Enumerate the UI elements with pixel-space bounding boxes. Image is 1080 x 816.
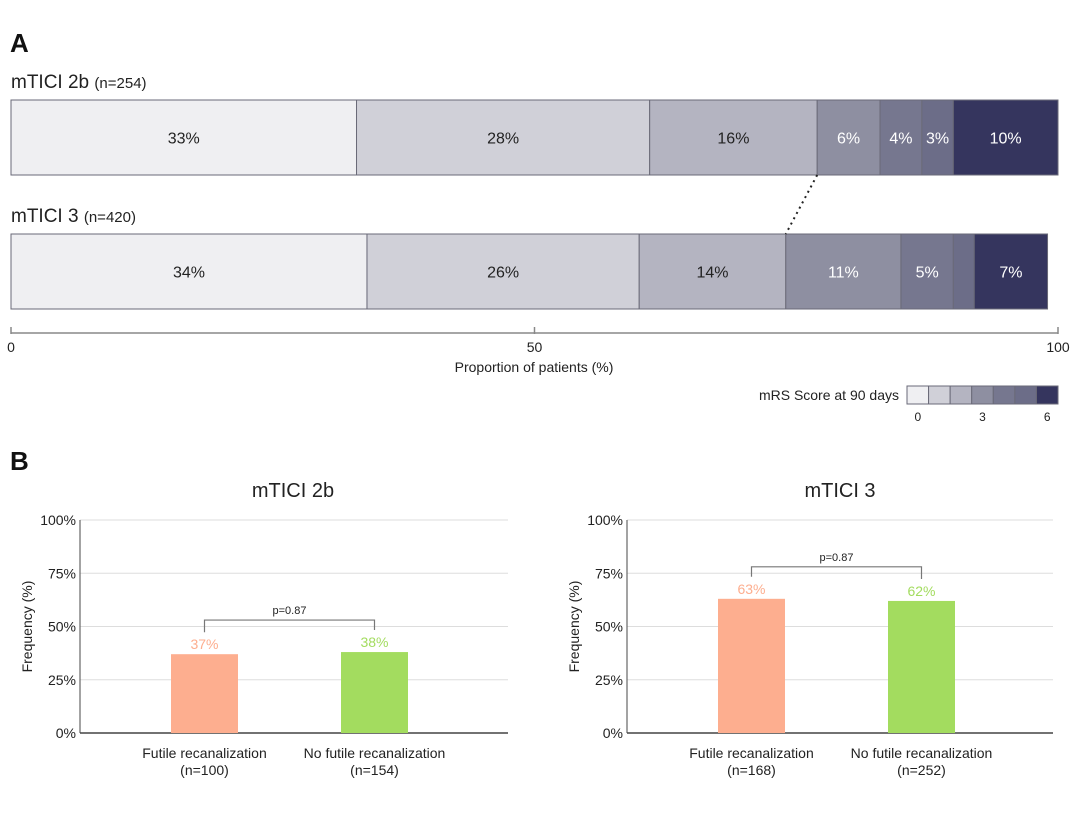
category-label: Futile recanalization — [689, 745, 814, 761]
row-label: mTICI 2b (n=254) — [11, 72, 147, 93]
y-tick-label: 75% — [595, 565, 623, 581]
stacked-segment-mrs-1 — [366, 233, 640, 310]
segment-label: 5% — [916, 265, 939, 282]
p-value-label: p=0.87 — [273, 605, 307, 617]
segment-label: 3% — [926, 131, 949, 148]
stacked-segment-mrs-6 — [952, 99, 1059, 176]
segment-label: 7% — [999, 265, 1022, 282]
y-tick-label: 0% — [56, 725, 76, 741]
category-n-label: (n=100) — [180, 762, 229, 778]
legend-title: mRS Score at 90 days — [759, 387, 899, 403]
y-tick-label: 50% — [595, 619, 623, 635]
legend-tick-label: 3 — [979, 410, 986, 424]
p-value-label: p=0.87 — [820, 552, 854, 564]
bar-no-futile — [888, 600, 955, 733]
bar-value-label: 63% — [737, 581, 765, 597]
stacked-segment-mrs-1 — [356, 99, 651, 176]
bar-no-futile — [341, 652, 408, 733]
bar-value-label: 62% — [907, 583, 935, 599]
legend-tick-label: 0 — [914, 410, 921, 424]
segment-label: 10% — [990, 131, 1022, 148]
category-n-label: (n=168) — [727, 762, 776, 778]
segment-label: 16% — [717, 131, 749, 148]
significance-bracket — [203, 619, 376, 633]
stacked-segment-mrs-2 — [649, 99, 818, 176]
legend-swatch-mrs-5 — [1014, 385, 1037, 405]
legend-swatch-mrs-6 — [1035, 385, 1059, 405]
stacked-segment-mrs-5 — [952, 233, 975, 310]
significance-bracket — [750, 566, 923, 579]
y-tick-label: 75% — [48, 565, 76, 581]
row-n: (n=254) — [94, 75, 146, 92]
stacked-segment-mrs-4 — [900, 233, 954, 310]
dotted-connector — [784, 174, 819, 235]
x-tick-label: 50 — [527, 339, 543, 355]
y-tick-label: 50% — [48, 619, 76, 635]
bar-value-label: 37% — [190, 636, 218, 652]
segment-label: 6% — [837, 131, 860, 148]
legend-swatch-mrs-3 — [971, 385, 994, 405]
panel-label-b: B — [10, 446, 29, 476]
segment-label: 11% — [828, 265, 859, 282]
bar-value-label: 38% — [360, 634, 388, 650]
bar-futile — [718, 598, 785, 733]
y-tick-label: 100% — [587, 512, 623, 528]
row-name: mTICI 3 — [11, 206, 84, 227]
chart-title: mTICI 2b — [252, 480, 334, 502]
stacked-segment-mrs-3 — [816, 99, 881, 176]
segment-label: 4% — [889, 131, 912, 148]
legend-swatch-mrs-0 — [906, 385, 930, 405]
x-axis-title: Proportion of patients (%) — [455, 359, 614, 375]
category-label: No futile recanalization — [304, 745, 446, 761]
category-label: Futile recanalization — [142, 745, 267, 761]
stacked-segment-mrs-4 — [879, 99, 923, 176]
stacked-segment-mrs-6 — [973, 233, 1049, 310]
bar-futile — [171, 654, 238, 733]
legend-tick-label: 6 — [1044, 410, 1051, 424]
y-tick-label: 100% — [40, 512, 76, 528]
x-tick-label: 0 — [7, 339, 15, 355]
chart-title: mTICI 3 — [804, 480, 875, 502]
segment-label: 34% — [173, 265, 205, 282]
stacked-segment-mrs-5 — [921, 99, 954, 176]
stacked-segment-mrs-0 — [10, 99, 358, 176]
segment-label: 33% — [168, 131, 200, 148]
row-name: mTICI 2b — [11, 72, 94, 93]
segment-label: 26% — [487, 265, 519, 282]
legend-swatch-mrs-4 — [992, 385, 1016, 405]
category-label: No futile recanalization — [851, 745, 993, 761]
panel-label-a: A — [10, 28, 29, 58]
y-tick-label: 0% — [603, 725, 623, 741]
category-n-label: (n=252) — [897, 762, 946, 778]
y-axis-title: Frequency (%) — [566, 581, 582, 673]
category-n-label: (n=154) — [350, 762, 399, 778]
y-axis-title: Frequency (%) — [19, 581, 35, 673]
legend-swatch-mrs-1 — [928, 385, 951, 405]
x-tick-label: 100 — [1046, 339, 1070, 355]
y-tick-label: 25% — [48, 672, 76, 688]
stacked-segment-mrs-0 — [10, 233, 368, 310]
segment-label: 28% — [487, 131, 519, 148]
stacked-segment-mrs-2 — [638, 233, 787, 310]
row-n: (n=420) — [84, 209, 136, 226]
legend-swatch-mrs-2 — [949, 385, 973, 405]
y-tick-label: 25% — [595, 672, 623, 688]
row-label: mTICI 3 (n=420) — [11, 206, 136, 227]
segment-label: 14% — [696, 265, 728, 282]
